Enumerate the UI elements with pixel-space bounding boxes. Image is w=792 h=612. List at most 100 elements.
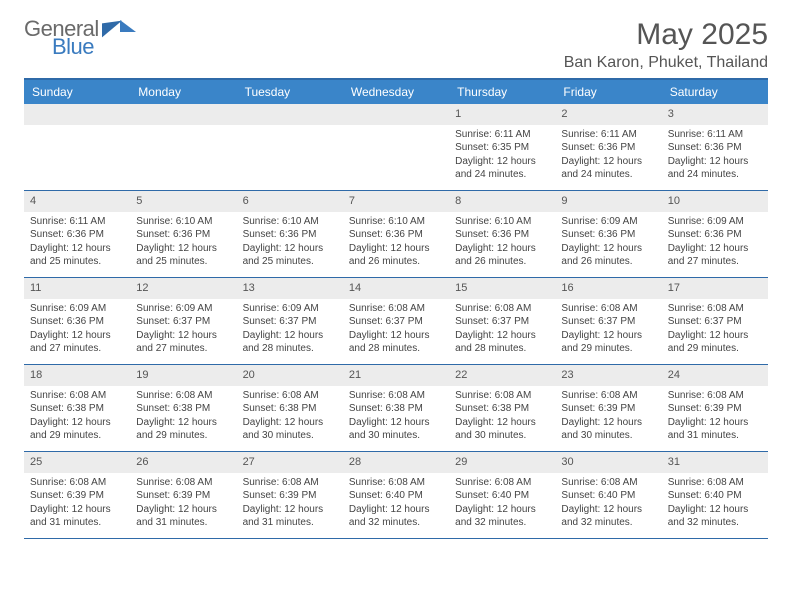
day-info: Sunrise: 6:08 AMSunset: 6:39 PMDaylight:… bbox=[237, 473, 343, 534]
daylight-text: Daylight: 12 hours and 32 minutes. bbox=[349, 503, 443, 530]
day-info: Sunrise: 6:11 AMSunset: 6:36 PMDaylight:… bbox=[555, 125, 661, 186]
calendar: Sunday Monday Tuesday Wednesday Thursday… bbox=[24, 78, 768, 539]
sunset-text: Sunset: 6:36 PM bbox=[455, 228, 549, 242]
day-info: Sunrise: 6:08 AMSunset: 6:37 PMDaylight:… bbox=[555, 299, 661, 360]
calendar-week-row: 18Sunrise: 6:08 AMSunset: 6:38 PMDayligh… bbox=[24, 365, 768, 452]
daylight-text: Daylight: 12 hours and 31 minutes. bbox=[243, 503, 337, 530]
daylight-text: Daylight: 12 hours and 26 minutes. bbox=[455, 242, 549, 269]
sunset-text: Sunset: 6:39 PM bbox=[30, 489, 124, 503]
daylight-text: Daylight: 12 hours and 24 minutes. bbox=[455, 155, 549, 182]
daylight-text: Daylight: 12 hours and 30 minutes. bbox=[561, 416, 655, 443]
day-number: 19 bbox=[130, 365, 236, 386]
calendar-page: General Blue May 2025 Ban Karon, Phuket,… bbox=[0, 0, 792, 539]
sunset-text: Sunset: 6:38 PM bbox=[30, 402, 124, 416]
calendar-day-cell: 8Sunrise: 6:10 AMSunset: 6:36 PMDaylight… bbox=[449, 191, 555, 277]
daylight-text: Daylight: 12 hours and 32 minutes. bbox=[668, 503, 762, 530]
day-info: Sunrise: 6:11 AMSunset: 6:36 PMDaylight:… bbox=[662, 125, 768, 186]
sunset-text: Sunset: 6:37 PM bbox=[668, 315, 762, 329]
sunrise-text: Sunrise: 6:08 AM bbox=[30, 389, 124, 403]
sunrise-text: Sunrise: 6:08 AM bbox=[455, 476, 549, 490]
sunrise-text: Sunrise: 6:08 AM bbox=[243, 389, 337, 403]
day-info: Sunrise: 6:08 AMSunset: 6:39 PMDaylight:… bbox=[555, 386, 661, 447]
weekday-header: Wednesday bbox=[343, 80, 449, 104]
calendar-day-cell: 27Sunrise: 6:08 AMSunset: 6:39 PMDayligh… bbox=[237, 452, 343, 538]
calendar-day-cell: 5Sunrise: 6:10 AMSunset: 6:36 PMDaylight… bbox=[130, 191, 236, 277]
daylight-text: Daylight: 12 hours and 24 minutes. bbox=[561, 155, 655, 182]
sunset-text: Sunset: 6:35 PM bbox=[455, 141, 549, 155]
day-number-empty bbox=[130, 104, 236, 125]
daylight-text: Daylight: 12 hours and 26 minutes. bbox=[561, 242, 655, 269]
day-info: Sunrise: 6:08 AMSunset: 6:38 PMDaylight:… bbox=[449, 386, 555, 447]
calendar-day-cell: 23Sunrise: 6:08 AMSunset: 6:39 PMDayligh… bbox=[555, 365, 661, 451]
title-block: May 2025 Ban Karon, Phuket, Thailand bbox=[564, 18, 768, 72]
sunset-text: Sunset: 6:37 PM bbox=[455, 315, 549, 329]
calendar-day-cell: 18Sunrise: 6:08 AMSunset: 6:38 PMDayligh… bbox=[24, 365, 130, 451]
daylight-text: Daylight: 12 hours and 24 minutes. bbox=[668, 155, 762, 182]
sunset-text: Sunset: 6:40 PM bbox=[561, 489, 655, 503]
day-info: Sunrise: 6:08 AMSunset: 6:38 PMDaylight:… bbox=[237, 386, 343, 447]
sunrise-text: Sunrise: 6:08 AM bbox=[349, 302, 443, 316]
day-number: 21 bbox=[343, 365, 449, 386]
sunrise-text: Sunrise: 6:08 AM bbox=[668, 476, 762, 490]
day-number: 20 bbox=[237, 365, 343, 386]
calendar-empty-cell bbox=[24, 104, 130, 190]
day-info: Sunrise: 6:08 AMSunset: 6:39 PMDaylight:… bbox=[24, 473, 130, 534]
daylight-text: Daylight: 12 hours and 29 minutes. bbox=[668, 329, 762, 356]
daylight-text: Daylight: 12 hours and 29 minutes. bbox=[561, 329, 655, 356]
sunset-text: Sunset: 6:36 PM bbox=[136, 228, 230, 242]
location-subtitle: Ban Karon, Phuket, Thailand bbox=[564, 54, 768, 72]
calendar-week-row: 4Sunrise: 6:11 AMSunset: 6:36 PMDaylight… bbox=[24, 191, 768, 278]
calendar-week-row: 25Sunrise: 6:08 AMSunset: 6:39 PMDayligh… bbox=[24, 452, 768, 539]
day-number: 10 bbox=[662, 191, 768, 212]
day-number: 17 bbox=[662, 278, 768, 299]
sunset-text: Sunset: 6:39 PM bbox=[243, 489, 337, 503]
day-info: Sunrise: 6:09 AMSunset: 6:36 PMDaylight:… bbox=[24, 299, 130, 360]
day-number: 23 bbox=[555, 365, 661, 386]
sunset-text: Sunset: 6:36 PM bbox=[243, 228, 337, 242]
sunrise-text: Sunrise: 6:11 AM bbox=[30, 215, 124, 229]
day-number: 18 bbox=[24, 365, 130, 386]
brand-sail-icon bbox=[120, 20, 136, 32]
sunset-text: Sunset: 6:38 PM bbox=[243, 402, 337, 416]
calendar-day-cell: 29Sunrise: 6:08 AMSunset: 6:40 PMDayligh… bbox=[449, 452, 555, 538]
sunset-text: Sunset: 6:40 PM bbox=[455, 489, 549, 503]
sunset-text: Sunset: 6:40 PM bbox=[349, 489, 443, 503]
day-number: 3 bbox=[662, 104, 768, 125]
day-number-empty bbox=[24, 104, 130, 125]
day-number-empty bbox=[343, 104, 449, 125]
page-header: General Blue May 2025 Ban Karon, Phuket,… bbox=[24, 18, 768, 72]
daylight-text: Daylight: 12 hours and 32 minutes. bbox=[561, 503, 655, 530]
day-number: 2 bbox=[555, 104, 661, 125]
day-info: Sunrise: 6:08 AMSunset: 6:40 PMDaylight:… bbox=[662, 473, 768, 534]
daylight-text: Daylight: 12 hours and 30 minutes. bbox=[455, 416, 549, 443]
daylight-text: Daylight: 12 hours and 27 minutes. bbox=[30, 329, 124, 356]
calendar-day-cell: 21Sunrise: 6:08 AMSunset: 6:38 PMDayligh… bbox=[343, 365, 449, 451]
daylight-text: Daylight: 12 hours and 28 minutes. bbox=[349, 329, 443, 356]
daylight-text: Daylight: 12 hours and 27 minutes. bbox=[668, 242, 762, 269]
day-number: 28 bbox=[343, 452, 449, 473]
calendar-empty-cell bbox=[130, 104, 236, 190]
daylight-text: Daylight: 12 hours and 29 minutes. bbox=[136, 416, 230, 443]
day-info: Sunrise: 6:09 AMSunset: 6:37 PMDaylight:… bbox=[237, 299, 343, 360]
sunset-text: Sunset: 6:38 PM bbox=[455, 402, 549, 416]
weekday-header: Thursday bbox=[449, 80, 555, 104]
sunrise-text: Sunrise: 6:08 AM bbox=[561, 476, 655, 490]
sunrise-text: Sunrise: 6:10 AM bbox=[136, 215, 230, 229]
sunrise-text: Sunrise: 6:10 AM bbox=[243, 215, 337, 229]
day-info: Sunrise: 6:08 AMSunset: 6:38 PMDaylight:… bbox=[343, 386, 449, 447]
day-info: Sunrise: 6:08 AMSunset: 6:40 PMDaylight:… bbox=[555, 473, 661, 534]
calendar-day-cell: 7Sunrise: 6:10 AMSunset: 6:36 PMDaylight… bbox=[343, 191, 449, 277]
calendar-day-cell: 11Sunrise: 6:09 AMSunset: 6:36 PMDayligh… bbox=[24, 278, 130, 364]
sunrise-text: Sunrise: 6:08 AM bbox=[349, 476, 443, 490]
day-info: Sunrise: 6:08 AMSunset: 6:40 PMDaylight:… bbox=[343, 473, 449, 534]
weekday-header-row: Sunday Monday Tuesday Wednesday Thursday… bbox=[24, 80, 768, 104]
sunset-text: Sunset: 6:36 PM bbox=[30, 228, 124, 242]
sunset-text: Sunset: 6:36 PM bbox=[668, 141, 762, 155]
calendar-day-cell: 25Sunrise: 6:08 AMSunset: 6:39 PMDayligh… bbox=[24, 452, 130, 538]
day-info: Sunrise: 6:09 AMSunset: 6:36 PMDaylight:… bbox=[555, 212, 661, 273]
day-number: 13 bbox=[237, 278, 343, 299]
calendar-day-cell: 26Sunrise: 6:08 AMSunset: 6:39 PMDayligh… bbox=[130, 452, 236, 538]
calendar-day-cell: 28Sunrise: 6:08 AMSunset: 6:40 PMDayligh… bbox=[343, 452, 449, 538]
sunset-text: Sunset: 6:37 PM bbox=[243, 315, 337, 329]
daylight-text: Daylight: 12 hours and 28 minutes. bbox=[243, 329, 337, 356]
